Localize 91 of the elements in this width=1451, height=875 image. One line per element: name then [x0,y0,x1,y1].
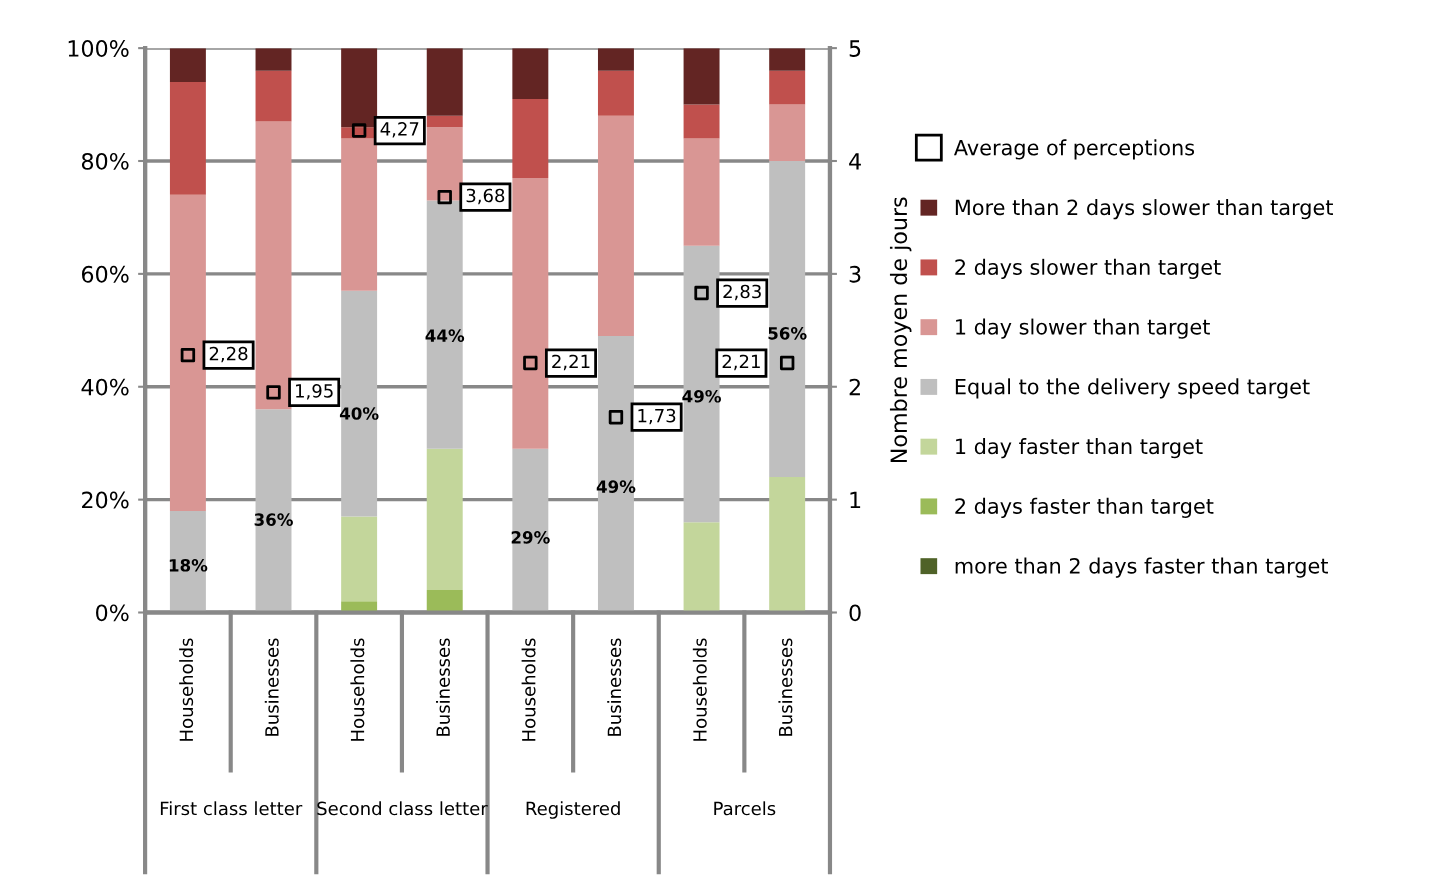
y2-axis-title: Nombre moyen de jours [889,197,912,463]
text: Second class letter [317,801,488,816]
data-label: 40% [339,407,379,420]
bar [769,104,806,161]
bar [341,516,378,602]
bar [769,161,806,478]
x-tick-label: Businesses [264,638,279,736]
y2-tick-label: 5 [849,40,861,57]
y-tick-label: 60% [81,265,129,283]
point [266,385,281,400]
data-label: 29% [511,531,550,544]
bar [169,510,206,613]
legend-label: Average of perceptions [953,139,1195,160]
point [694,285,709,301]
y-tick-label: 20% [82,491,129,509]
bar [597,48,634,71]
bar [169,194,206,511]
bar [426,448,463,590]
data-label: 2,21 [552,354,590,371]
y-tick-label: 80% [81,152,129,170]
x-tick-label: Households [521,638,536,741]
data-label: 3,68 [466,188,505,205]
point [437,189,452,205]
legend-label: 1 day faster than target [956,438,1203,459]
legend-label: More than 2 days slower than target [955,199,1333,220]
y2-tick-label: 2 [849,378,860,396]
data-label: 2,21 [722,354,760,371]
bar [683,245,720,523]
data-label: 1,95 [296,383,333,400]
bar [512,177,549,449]
bar [255,121,292,410]
x-tick-label: Businesses [607,638,622,736]
x-tick-label: Households [350,638,365,741]
data-label: 49% [596,480,636,493]
y-tick-label: 100% [68,40,129,57]
bar [169,81,206,195]
point [779,355,795,371]
bar [769,477,806,613]
data-label: 2,83 [723,284,761,301]
y2-tick-label: 0 [849,604,861,622]
legend-label: Equal to the delivery speed target [955,378,1310,399]
bar [769,48,806,71]
data-label: 49% [682,389,721,403]
bar [426,127,463,201]
x-tick-label: Households [692,638,707,741]
bar [597,70,634,116]
bar [683,104,720,139]
bar [341,48,378,128]
bar [426,200,463,449]
text: Parcels [714,801,776,816]
data-label: 36% [254,513,293,526]
data-label: 18% [169,559,208,572]
text: Registered [526,801,620,819]
bar [341,290,378,517]
bar [683,522,720,613]
point [351,123,367,138]
y2-tick-label: 3 [849,265,861,283]
point [180,347,196,363]
bar [169,48,206,82]
x-tick-label: Businesses [778,638,793,736]
y2-tick-label: 4 [849,153,861,170]
text: First class letter [160,801,303,816]
y-tick-label: 40% [81,378,129,396]
bar [512,48,549,99]
data-label: 1,73 [638,408,676,425]
y2-tick-label: 1 [850,491,861,509]
bar [255,70,292,122]
data-label: 44% [425,329,465,342]
bar [341,138,378,291]
bar [683,48,720,105]
bar [426,48,463,116]
x-tick-label: Businesses [435,638,450,736]
legend-label: 1 day slower than target [956,318,1210,339]
y-tick-label: 0% [96,604,129,622]
x-tick-label: Households [179,638,194,741]
legend-label: more than 2 days faster than target [955,557,1328,578]
legend-label: 2 days faster than target [955,497,1214,518]
point [608,410,624,425]
bar [683,138,720,246]
legend-label: 2 days slower than target [955,258,1221,279]
point [523,355,538,371]
data-label: 4,27 [380,122,419,138]
data-label: 2,28 [209,346,248,363]
data-label: 56% [768,327,807,340]
bar [512,98,549,178]
bar [255,409,292,613]
bar [512,448,549,613]
bar [597,115,634,336]
bar [769,70,806,105]
bar [597,335,634,613]
bar [255,48,292,71]
